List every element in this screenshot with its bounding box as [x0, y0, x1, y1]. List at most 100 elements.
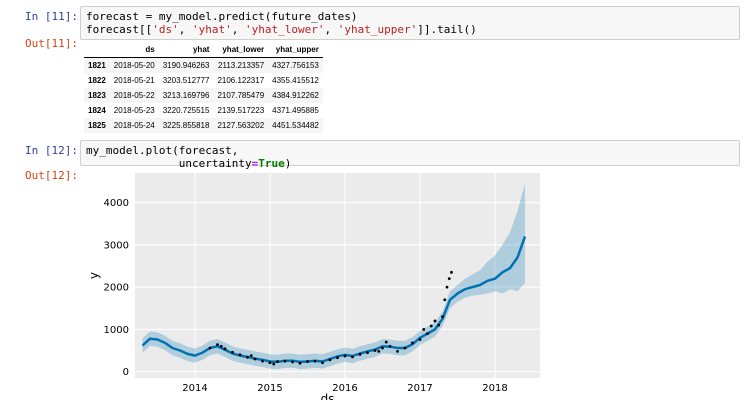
- cell-yhat: 3213.169796: [162, 91, 210, 100]
- observed-point: [249, 354, 253, 357]
- input-prompt-12: In [12]:: [25, 144, 78, 157]
- cell-yhat-lower: 2113.213357: [218, 61, 265, 70]
- observed-point: [384, 340, 388, 344]
- observed-point: [268, 361, 272, 365]
- observed-point: [291, 360, 294, 364]
- forecast-table: ds yhat yhat_lower yhat_upper 1821 2018-0…: [84, 42, 323, 133]
- x-tick-label: 2017: [407, 383, 432, 394]
- table-row: 1824 2018-05-23 3220.725515 2139.517223 4371…: [84, 103, 323, 118]
- code-line-1: forecast = my_model.predict(future_dates…: [86, 10, 358, 23]
- y-tick-label: 1000: [104, 325, 129, 336]
- x-tick-label: 2015: [257, 383, 282, 394]
- column-header-yhat-lower: yhat_lower: [213, 42, 269, 58]
- y-axis-label: y: [87, 272, 101, 279]
- code-line-2: uncertainty=True): [86, 157, 292, 170]
- observed-point: [216, 343, 219, 347]
- table-row: 1821 2018-05-20 3190.946263 2113.213357 4327…: [84, 57, 323, 73]
- observed-point: [276, 360, 279, 363]
- output-prompt-11: Out[11]:: [25, 37, 78, 50]
- code-line-2: forecast[['ds', 'yhat', 'yhat_lower', 'y…: [86, 23, 477, 36]
- index-header: [84, 42, 110, 58]
- observed-point: [366, 351, 369, 355]
- observed-point: [443, 298, 447, 302]
- table-row: 1822 2018-05-21 3203.512777 2106.122317 4355…: [84, 73, 323, 88]
- observed-point: [373, 349, 377, 352]
- observed-point: [283, 359, 287, 363]
- y-tick-label: 0: [123, 367, 129, 378]
- cell-yhat-upper: 4355.415512: [272, 76, 319, 85]
- observed-point: [388, 344, 392, 348]
- x-axis-label: ds: [321, 392, 335, 400]
- observed-point: [351, 355, 354, 359]
- table-header-row: ds yhat yhat_lower yhat_upper: [84, 42, 323, 58]
- observed-point: [336, 356, 339, 360]
- table-row: 1825 2018-05-24 3225.855818 2127.563202 4451…: [84, 118, 323, 133]
- row-index: 1822: [88, 76, 106, 85]
- observed-point: [328, 358, 332, 362]
- observed-point: [298, 361, 302, 365]
- output-prompt-12: Out[12]:: [25, 169, 78, 182]
- observed-point: [433, 319, 437, 323]
- input-prompt-11: In [11]:: [25, 10, 78, 23]
- y-tick-label: 4000: [104, 198, 129, 209]
- observed-point: [396, 349, 399, 353]
- code-cell-11[interactable]: forecast = my_model.predict(future_dates…: [80, 6, 740, 40]
- cell-yhat: 3190.946263: [162, 61, 210, 70]
- cell-yhat: 3203.512777: [162, 76, 210, 85]
- cell-yhat-lower: 2106.122317: [217, 76, 265, 85]
- observed-point: [437, 323, 441, 327]
- observed-point: [321, 361, 324, 365]
- x-tick-label: 2016: [332, 383, 357, 394]
- observed-point: [343, 354, 347, 358]
- observed-point: [231, 350, 234, 354]
- code-cell-12[interactable]: my_model.plot(forecast, uncertainty=True…: [80, 140, 740, 170]
- cell-yhat-upper: 4371.495885: [272, 106, 319, 115]
- observed-point: [381, 346, 384, 350]
- x-tick-label: 2018: [482, 383, 507, 394]
- cell-yhat-upper: 4327.756153: [272, 61, 319, 70]
- observed-point: [422, 327, 426, 331]
- row-index: 1823: [88, 91, 106, 100]
- row-index: 1824: [88, 106, 106, 115]
- observed-point: [261, 359, 264, 363]
- observed-point: [246, 355, 249, 359]
- observed-point: [418, 338, 422, 341]
- observed-point: [219, 344, 223, 348]
- cell-ds: 2018-05-20: [113, 61, 155, 70]
- observed-point: [426, 332, 429, 336]
- cell-ds: 2018-05-22: [113, 91, 155, 100]
- forecast-line: [141, 235, 527, 364]
- observed-point: [306, 360, 309, 363]
- cell-yhat-lower: 2107.785479: [217, 91, 265, 100]
- cell-yhat-lower: 2139.517223: [217, 106, 265, 115]
- observed-point: [441, 315, 444, 319]
- observed-point: [238, 353, 242, 357]
- y-tick-label: 3000: [104, 240, 129, 251]
- observed-point: [313, 359, 317, 363]
- cell-ds: 2018-05-21: [113, 76, 155, 85]
- observed-point: [377, 349, 381, 353]
- observed-point: [208, 346, 212, 350]
- cell-yhat-upper: 4451.534482: [272, 121, 319, 130]
- forecast-plot: 2014 2015 2016 2017 2018 0 1000 2000 3000 4000 ds y: [87, 173, 540, 400]
- table-row: 1823 2018-05-22 3213.169796 2107.785479 4384…: [84, 88, 323, 103]
- cell-yhat-upper: 4384.912262: [272, 91, 319, 100]
- observed-point: [358, 352, 362, 356]
- code-line-1: my_model.plot(forecast,: [86, 144, 239, 157]
- observed-point: [272, 362, 276, 366]
- cell-yhat: 3225.855818: [162, 121, 210, 130]
- x-tick-label: 2014: [182, 383, 207, 394]
- observed-point: [445, 285, 449, 289]
- column-header-ds: ds: [109, 42, 159, 58]
- observed-point: [253, 357, 257, 361]
- row-index: 1825: [88, 121, 106, 130]
- observed-point: [411, 341, 414, 345]
- cell-ds: 2018-05-24: [113, 121, 155, 130]
- observed-point: [403, 346, 407, 350]
- column-header-yhat-upper: yhat_upper: [268, 42, 323, 58]
- column-header-yhat: yhat: [158, 42, 214, 58]
- observed-point: [447, 277, 451, 281]
- observed-point: [223, 347, 227, 351]
- row-index: 1821: [88, 61, 106, 70]
- cell-yhat-lower: 2127.563202: [217, 121, 265, 130]
